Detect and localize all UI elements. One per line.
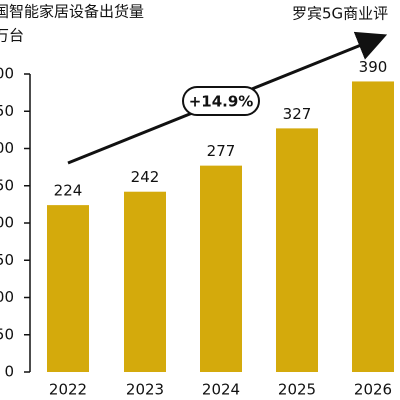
value-label: 277 bbox=[207, 142, 236, 160]
x-tick-label: 2023 bbox=[126, 381, 164, 399]
source: 罗宾5G商业评 bbox=[292, 5, 388, 23]
x-tick-label: 2022 bbox=[49, 381, 87, 399]
x-tick-label: 2026 bbox=[354, 381, 392, 399]
chart-subtitle: 万台 bbox=[0, 27, 24, 45]
chart-title: 国智能家居设备出货量 bbox=[0, 3, 144, 21]
value-label: 390 bbox=[359, 58, 388, 76]
x-tick-label: 2025 bbox=[278, 381, 316, 399]
y-tick-label: 300 bbox=[0, 139, 14, 157]
bar bbox=[352, 81, 394, 372]
y-tick-label: 150 bbox=[0, 251, 14, 269]
bar bbox=[47, 205, 89, 372]
y-tick-label: 100 bbox=[0, 288, 14, 306]
bar bbox=[200, 165, 242, 372]
x-tick-label: 2024 bbox=[202, 381, 240, 399]
value-label: 242 bbox=[131, 168, 160, 186]
y-tick-label: 0 bbox=[4, 363, 14, 381]
y-tick-label: 400 bbox=[0, 65, 14, 83]
y-tick-label: 200 bbox=[0, 214, 14, 232]
annotation: +14.9% bbox=[189, 93, 254, 111]
y-tick-label: 350 bbox=[0, 102, 14, 120]
y-tick-label: 50 bbox=[0, 325, 14, 343]
bar bbox=[124, 191, 166, 372]
y-tick-label: 250 bbox=[0, 176, 14, 194]
value-label: 327 bbox=[283, 105, 312, 123]
bar bbox=[276, 128, 318, 372]
value-label: 224 bbox=[54, 182, 83, 200]
annotation-box bbox=[182, 86, 260, 116]
